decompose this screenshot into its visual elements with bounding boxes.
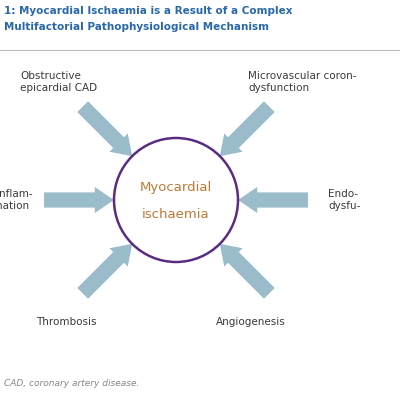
Text: Angiogenesis: Angiogenesis bbox=[216, 317, 286, 327]
Text: CAD, coronary artery disease.: CAD, coronary artery disease. bbox=[4, 379, 139, 388]
Text: Thrombosis: Thrombosis bbox=[36, 317, 96, 327]
Text: Myocardial: Myocardial bbox=[140, 182, 212, 194]
Text: Microvascular coron-
dysfunction: Microvascular coron- dysfunction bbox=[248, 71, 356, 93]
Circle shape bbox=[114, 138, 238, 262]
Text: Inflam-
nation: Inflam- nation bbox=[0, 189, 33, 211]
FancyArrow shape bbox=[77, 101, 132, 156]
Text: ischaemia: ischaemia bbox=[142, 208, 210, 220]
Text: 1: Myocardial Ischaemia is a Result of a Complex: 1: Myocardial Ischaemia is a Result of a… bbox=[4, 6, 292, 16]
Text: Endo-
dysfu-: Endo- dysfu- bbox=[328, 189, 360, 211]
FancyArrow shape bbox=[220, 101, 275, 156]
FancyArrow shape bbox=[238, 187, 308, 213]
FancyArrow shape bbox=[77, 244, 132, 299]
Text: Obstructive
epicardial CAD: Obstructive epicardial CAD bbox=[20, 71, 97, 93]
Text: Multifactorial Pathophysiological Mechanism: Multifactorial Pathophysiological Mechan… bbox=[4, 22, 269, 32]
FancyArrow shape bbox=[220, 244, 275, 299]
FancyArrow shape bbox=[44, 187, 114, 213]
